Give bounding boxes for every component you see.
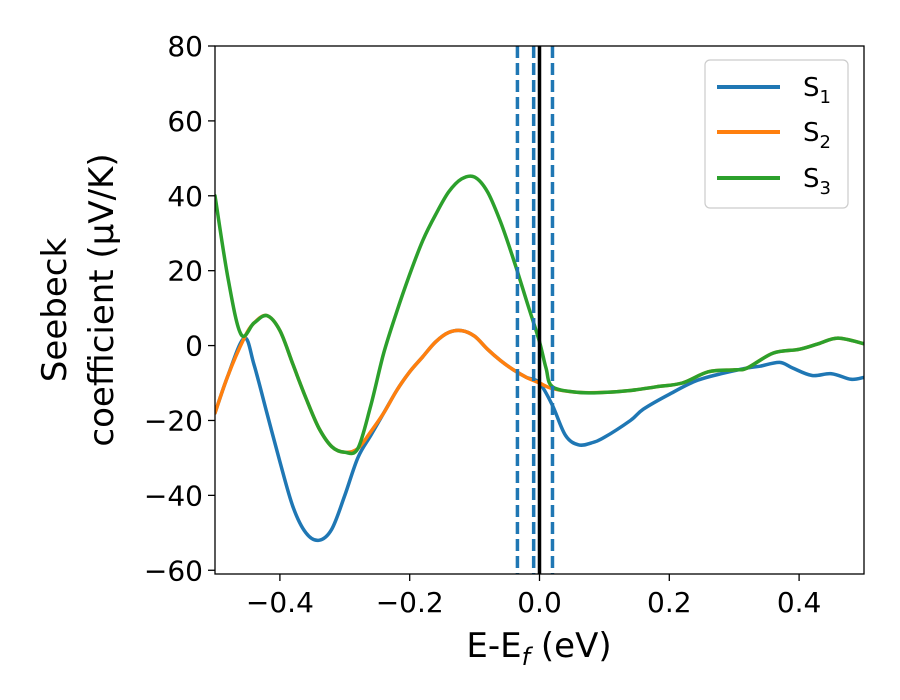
x-axis-label: E-Ef (eV) xyxy=(466,626,611,671)
y-tick-label: −20 xyxy=(144,404,203,437)
y-axis-label-line1: Seebeck xyxy=(35,238,75,383)
x-tick-label: −0.2 xyxy=(376,586,444,619)
reference-lines xyxy=(515,46,555,574)
series-layer xyxy=(215,174,864,543)
y-tick-label: −40 xyxy=(144,479,203,512)
y-axis-ticks: −60 −40 −20 0 20 40 60 80 xyxy=(144,30,215,587)
x-axis-label-suffix: (eV) xyxy=(530,626,612,666)
x-tick-label: 0.2 xyxy=(647,586,692,619)
x-tick-label: 0.0 xyxy=(517,586,562,619)
legend-entry-s2: S2 xyxy=(717,118,831,153)
y-tick-label: 0 xyxy=(185,330,203,363)
y-tick-label: 80 xyxy=(167,30,203,63)
x-tick-label: 0.4 xyxy=(777,586,822,619)
y-tick-label: 40 xyxy=(167,180,203,213)
x-axis-ticks: −0.4 −0.2 0.0 0.2 0.4 xyxy=(246,574,821,619)
legend: S1 S2 S3 xyxy=(704,59,849,209)
y-tick-label: −60 xyxy=(144,554,203,587)
x-tick-label: −0.4 xyxy=(246,586,314,619)
legend-label-s3: S3 xyxy=(803,164,831,199)
y-tick-label: 20 xyxy=(167,255,203,288)
y-axis-label-line2: coefficient (μV/K) xyxy=(82,153,122,446)
series-line-s3 xyxy=(215,174,864,456)
x-axis-label-main: E-E xyxy=(466,626,521,666)
legend-entry-s3: S3 xyxy=(717,164,831,199)
legend-label-s1: S1 xyxy=(803,73,831,108)
y-tick-label: 60 xyxy=(167,105,203,138)
legend-label-s2: S2 xyxy=(803,118,831,153)
legend-entry-s1: S1 xyxy=(717,73,831,108)
